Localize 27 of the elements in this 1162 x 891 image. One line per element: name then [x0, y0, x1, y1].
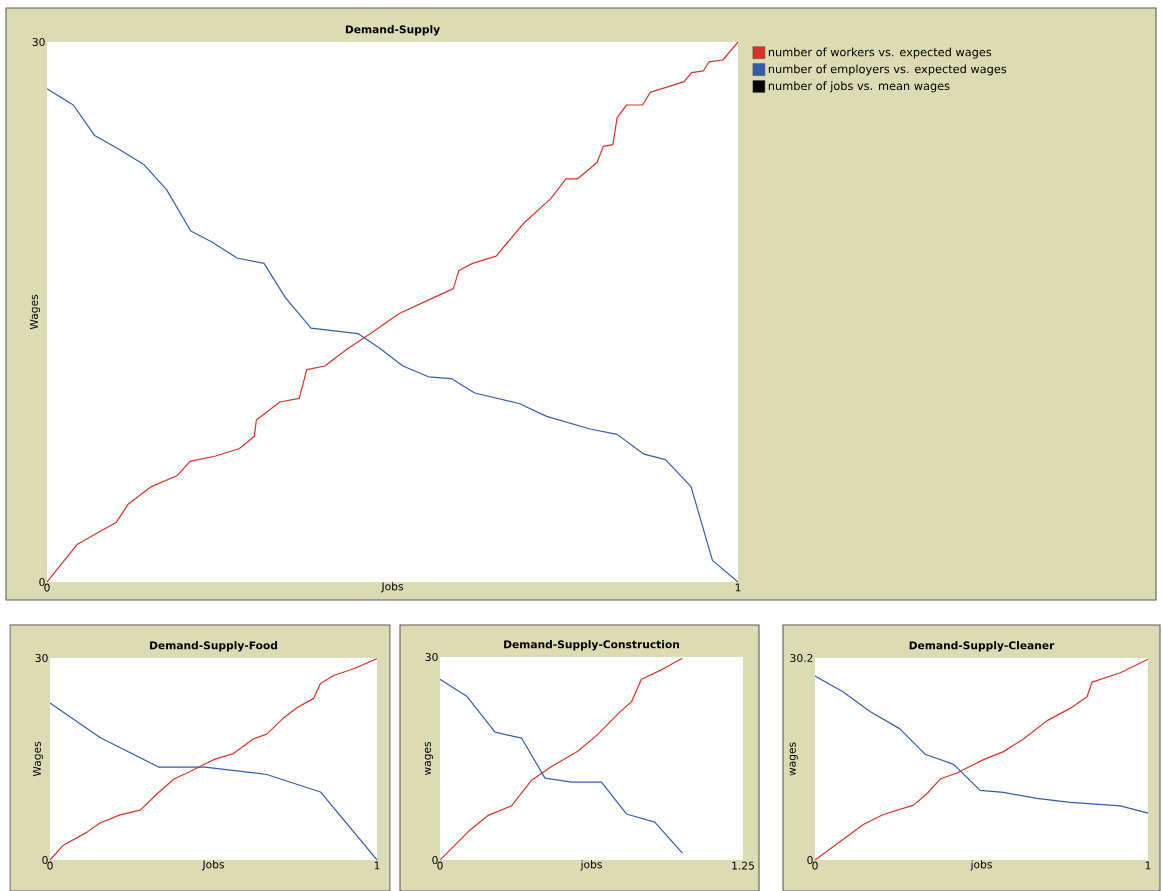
chart-title: Demand-Supply-Food [150, 641, 278, 652]
y-tick-label: 30 [425, 652, 438, 662]
x-axis-title: jobs [580, 860, 602, 871]
y-tick-label: 30 [32, 37, 45, 47]
y-axis-title: Wages [33, 741, 44, 777]
x-tick-label: 1 [735, 583, 741, 592]
chart-title: Demand-Supply-Construction [504, 640, 680, 651]
line-series [50, 702, 378, 860]
y-tick-label: 30 [35, 653, 48, 663]
x-axis-title: Jobs [201, 860, 224, 871]
y-axis-title: wages [424, 741, 434, 776]
x-tick-label: 1 [1145, 861, 1151, 870]
x-axis-title: Jobs [380, 582, 403, 593]
chart-title: Demand-Supply [345, 25, 440, 36]
legend-label: number of jobs vs. mean wages [768, 81, 950, 93]
chart-title: Demand-Supply-Cleaner [909, 641, 1055, 652]
legend-label: number of workers vs. expected wages [768, 47, 992, 59]
legend-label: number of employers vs. expected wages [768, 64, 1007, 76]
x-axis-title: jobs [970, 860, 992, 871]
x-tick-label: 1 [374, 861, 380, 870]
line-series [815, 658, 1149, 860]
line-series [50, 658, 378, 860]
x-tick-label: 1.25 [732, 861, 754, 870]
line-series [815, 675, 1149, 814]
y-axis-title: Wages [30, 294, 41, 330]
y-tick-label: 30.2 [790, 653, 813, 663]
y-axis-title: wages [789, 742, 798, 776]
